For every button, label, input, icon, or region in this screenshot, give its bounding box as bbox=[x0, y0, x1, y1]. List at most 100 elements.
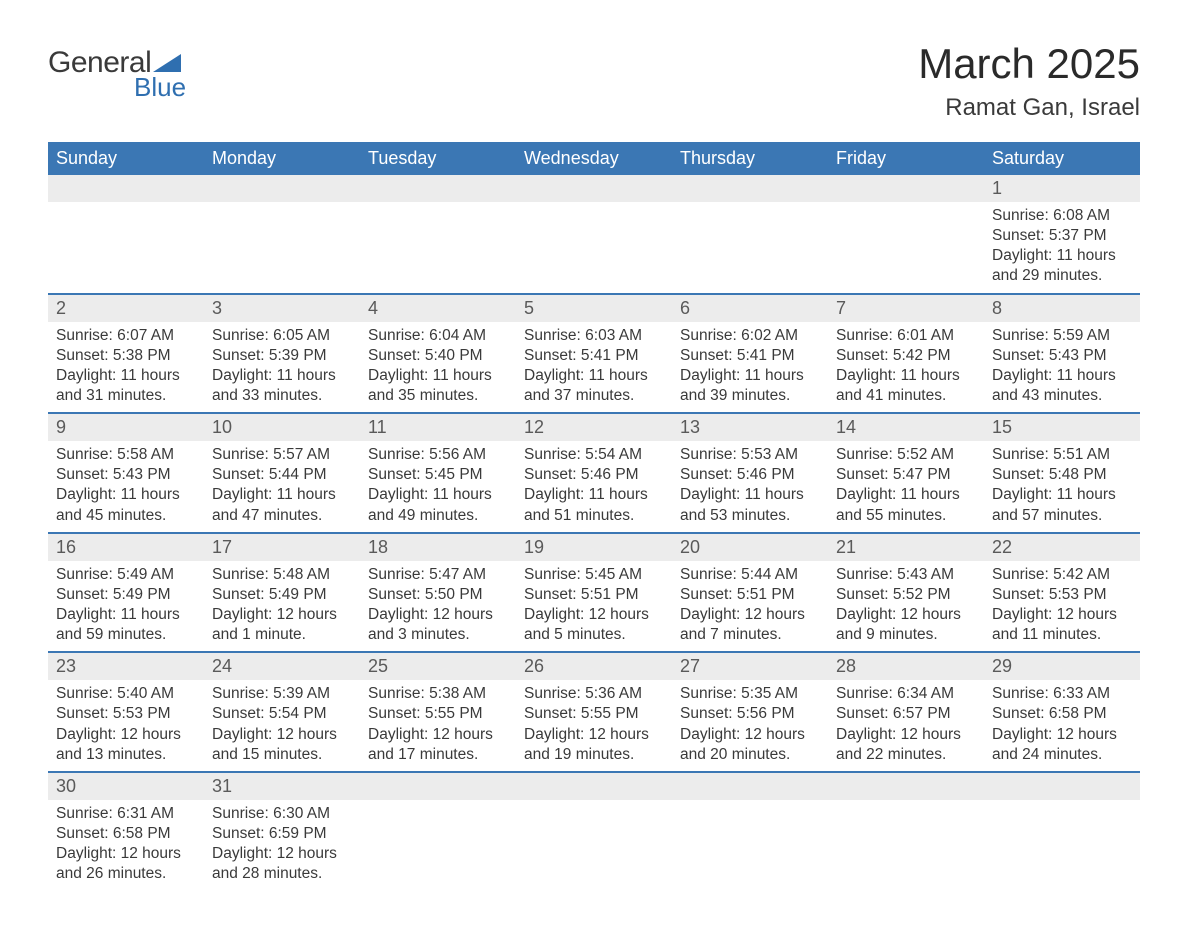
weekday-fri: Friday bbox=[828, 142, 984, 175]
weekday-header: Sunday Monday Tuesday Wednesday Thursday… bbox=[48, 142, 1140, 175]
sunrise-line: Sunrise: 6:08 AM bbox=[992, 206, 1132, 226]
logo: General Blue bbox=[48, 40, 186, 103]
day-cell: Sunrise: 6:02 AMSunset: 5:41 PMDaylight:… bbox=[672, 322, 828, 413]
sunrise-line: Sunrise: 6:05 AM bbox=[212, 326, 352, 346]
sunrise-line: Sunrise: 5:51 AM bbox=[992, 445, 1132, 465]
sunrise-line: Sunrise: 5:39 AM bbox=[212, 684, 352, 704]
sunrise-line: Sunrise: 5:36 AM bbox=[524, 684, 664, 704]
daylight-line: Daylight: 11 hours and 49 minutes. bbox=[368, 485, 508, 525]
day-number: 21 bbox=[828, 534, 984, 561]
daylight-line: Daylight: 12 hours and 7 minutes. bbox=[680, 605, 820, 645]
sunrise-line: Sunrise: 5:44 AM bbox=[680, 565, 820, 585]
day-number: 29 bbox=[984, 653, 1140, 680]
day-number: 24 bbox=[204, 653, 360, 680]
sunset-line: Sunset: 5:49 PM bbox=[212, 585, 352, 605]
weekday-sun: Sunday bbox=[48, 142, 204, 175]
sunrise-line: Sunrise: 6:31 AM bbox=[56, 804, 196, 824]
day-cell bbox=[672, 202, 828, 293]
sunset-line: Sunset: 6:58 PM bbox=[56, 824, 196, 844]
daylight-line: Daylight: 11 hours and 45 minutes. bbox=[56, 485, 196, 525]
day-cell: Sunrise: 5:48 AMSunset: 5:49 PMDaylight:… bbox=[204, 561, 360, 652]
day-cell: Sunrise: 5:35 AMSunset: 5:56 PMDaylight:… bbox=[672, 680, 828, 771]
day-cell: Sunrise: 6:31 AMSunset: 6:58 PMDaylight:… bbox=[48, 800, 204, 891]
daycontent-row: Sunrise: 5:58 AMSunset: 5:43 PMDaylight:… bbox=[48, 441, 1140, 532]
sunrise-line: Sunrise: 6:03 AM bbox=[524, 326, 664, 346]
day-number: 4 bbox=[360, 295, 516, 322]
day-cell: Sunrise: 5:53 AMSunset: 5:46 PMDaylight:… bbox=[672, 441, 828, 532]
daylight-line: Daylight: 12 hours and 5 minutes. bbox=[524, 605, 664, 645]
sunrise-line: Sunrise: 6:02 AM bbox=[680, 326, 820, 346]
sunset-line: Sunset: 5:50 PM bbox=[368, 585, 508, 605]
day-number: 7 bbox=[828, 295, 984, 322]
sunset-line: Sunset: 5:47 PM bbox=[836, 465, 976, 485]
day-number bbox=[672, 773, 828, 800]
daylight-line: Daylight: 11 hours and 37 minutes. bbox=[524, 366, 664, 406]
header: General Blue March 2025 Ramat Gan, Israe… bbox=[48, 40, 1140, 122]
sunset-line: Sunset: 5:46 PM bbox=[524, 465, 664, 485]
day-cell bbox=[48, 202, 204, 293]
day-number: 26 bbox=[516, 653, 672, 680]
sunrise-line: Sunrise: 5:38 AM bbox=[368, 684, 508, 704]
day-cell bbox=[516, 800, 672, 891]
daylight-line: Daylight: 12 hours and 17 minutes. bbox=[368, 725, 508, 765]
sunset-line: Sunset: 5:42 PM bbox=[836, 346, 976, 366]
sunset-line: Sunset: 5:43 PM bbox=[992, 346, 1132, 366]
sunrise-line: Sunrise: 5:40 AM bbox=[56, 684, 196, 704]
daycontent-row: Sunrise: 5:40 AMSunset: 5:53 PMDaylight:… bbox=[48, 680, 1140, 771]
sunrise-line: Sunrise: 5:54 AM bbox=[524, 445, 664, 465]
day-cell: Sunrise: 6:34 AMSunset: 6:57 PMDaylight:… bbox=[828, 680, 984, 771]
sunset-line: Sunset: 5:38 PM bbox=[56, 346, 196, 366]
sunset-line: Sunset: 5:45 PM bbox=[368, 465, 508, 485]
daylight-line: Daylight: 12 hours and 26 minutes. bbox=[56, 844, 196, 884]
sunrise-line: Sunrise: 6:07 AM bbox=[56, 326, 196, 346]
sunset-line: Sunset: 5:46 PM bbox=[680, 465, 820, 485]
sunset-line: Sunset: 5:41 PM bbox=[680, 346, 820, 366]
daylight-line: Daylight: 12 hours and 1 minute. bbox=[212, 605, 352, 645]
day-number: 2 bbox=[48, 295, 204, 322]
day-number: 28 bbox=[828, 653, 984, 680]
daylight-line: Daylight: 12 hours and 19 minutes. bbox=[524, 725, 664, 765]
day-number: 25 bbox=[360, 653, 516, 680]
day-cell: Sunrise: 5:42 AMSunset: 5:53 PMDaylight:… bbox=[984, 561, 1140, 652]
sunset-line: Sunset: 5:51 PM bbox=[680, 585, 820, 605]
daynum-row: 1 bbox=[48, 175, 1140, 202]
day-cell: Sunrise: 6:07 AMSunset: 5:38 PMDaylight:… bbox=[48, 322, 204, 413]
day-cell: Sunrise: 6:03 AMSunset: 5:41 PMDaylight:… bbox=[516, 322, 672, 413]
day-cell: Sunrise: 6:01 AMSunset: 5:42 PMDaylight:… bbox=[828, 322, 984, 413]
day-cell bbox=[204, 202, 360, 293]
sunset-line: Sunset: 5:55 PM bbox=[368, 704, 508, 724]
daylight-line: Daylight: 11 hours and 43 minutes. bbox=[992, 366, 1132, 406]
daylight-line: Daylight: 11 hours and 53 minutes. bbox=[680, 485, 820, 525]
sunset-line: Sunset: 5:52 PM bbox=[836, 585, 976, 605]
sunrise-line: Sunrise: 6:04 AM bbox=[368, 326, 508, 346]
day-number: 3 bbox=[204, 295, 360, 322]
location: Ramat Gan, Israel bbox=[918, 94, 1140, 122]
sunset-line: Sunset: 6:59 PM bbox=[212, 824, 352, 844]
sunrise-line: Sunrise: 5:48 AM bbox=[212, 565, 352, 585]
sunrise-line: Sunrise: 5:42 AM bbox=[992, 565, 1132, 585]
weekday-tue: Tuesday bbox=[360, 142, 516, 175]
day-number: 13 bbox=[672, 414, 828, 441]
day-number: 17 bbox=[204, 534, 360, 561]
day-cell: Sunrise: 5:44 AMSunset: 5:51 PMDaylight:… bbox=[672, 561, 828, 652]
sunrise-line: Sunrise: 6:34 AM bbox=[836, 684, 976, 704]
triangle-icon bbox=[153, 54, 181, 72]
daylight-line: Daylight: 11 hours and 51 minutes. bbox=[524, 485, 664, 525]
day-number bbox=[672, 175, 828, 202]
day-number: 5 bbox=[516, 295, 672, 322]
day-cell: Sunrise: 6:08 AMSunset: 5:37 PMDaylight:… bbox=[984, 202, 1140, 293]
sunset-line: Sunset: 5:48 PM bbox=[992, 465, 1132, 485]
sunset-line: Sunset: 6:58 PM bbox=[992, 704, 1132, 724]
sunset-line: Sunset: 5:54 PM bbox=[212, 704, 352, 724]
day-cell: Sunrise: 6:04 AMSunset: 5:40 PMDaylight:… bbox=[360, 322, 516, 413]
day-cell: Sunrise: 5:56 AMSunset: 5:45 PMDaylight:… bbox=[360, 441, 516, 532]
day-cell: Sunrise: 6:33 AMSunset: 6:58 PMDaylight:… bbox=[984, 680, 1140, 771]
day-number: 6 bbox=[672, 295, 828, 322]
sunset-line: Sunset: 5:51 PM bbox=[524, 585, 664, 605]
sunset-line: Sunset: 5:49 PM bbox=[56, 585, 196, 605]
day-number: 27 bbox=[672, 653, 828, 680]
daylight-line: Daylight: 11 hours and 29 minutes. bbox=[992, 246, 1132, 286]
sunrise-line: Sunrise: 5:47 AM bbox=[368, 565, 508, 585]
sunset-line: Sunset: 5:43 PM bbox=[56, 465, 196, 485]
day-number: 16 bbox=[48, 534, 204, 561]
